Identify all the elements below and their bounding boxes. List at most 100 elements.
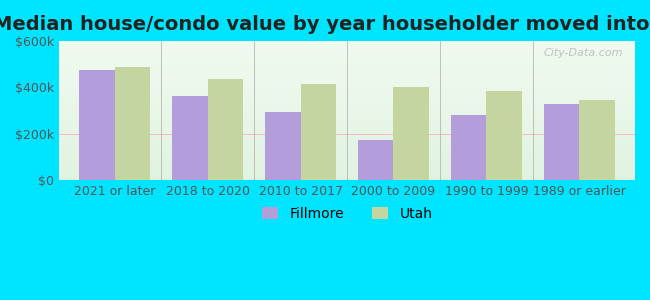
Bar <box>451 115 486 180</box>
Bar <box>59 80 635 81</box>
Bar <box>59 101 635 102</box>
Bar <box>59 59 635 61</box>
Bar <box>59 93 635 94</box>
Bar <box>59 65 635 66</box>
Bar <box>59 102 635 104</box>
Bar <box>265 112 300 180</box>
Bar <box>486 91 522 180</box>
Bar <box>59 146 635 147</box>
Bar <box>59 94 635 95</box>
Bar <box>59 158 635 159</box>
Bar <box>59 66 635 68</box>
Bar <box>59 95 635 97</box>
Bar <box>59 74 635 76</box>
Bar <box>59 134 635 136</box>
Bar <box>59 115 635 116</box>
Bar <box>59 90 635 91</box>
Bar <box>59 79 635 80</box>
Bar <box>59 169 635 170</box>
Bar <box>59 147 635 148</box>
Bar <box>59 170 635 172</box>
Bar <box>59 43 635 44</box>
Bar <box>59 165 635 166</box>
Bar <box>59 113 635 115</box>
Bar <box>393 88 429 180</box>
Bar <box>115 67 150 180</box>
Bar <box>59 127 635 129</box>
Bar <box>59 175 635 176</box>
Bar <box>59 131 635 133</box>
Bar <box>59 136 635 137</box>
Bar <box>59 130 635 131</box>
Bar <box>59 62 635 63</box>
Bar <box>59 98 635 100</box>
Bar <box>59 51 635 52</box>
Bar <box>59 133 635 134</box>
Bar <box>59 141 635 142</box>
Bar <box>172 96 207 180</box>
Bar <box>59 68 635 69</box>
Bar <box>59 119 635 120</box>
Bar <box>59 155 635 157</box>
Bar <box>59 83 635 84</box>
Bar <box>59 172 635 173</box>
Bar <box>59 109 635 111</box>
Bar <box>59 91 635 93</box>
Bar <box>59 162 635 164</box>
Bar <box>59 124 635 126</box>
Bar <box>59 116 635 118</box>
Bar <box>59 164 635 165</box>
Bar <box>59 58 635 59</box>
Bar <box>59 63 635 65</box>
Bar <box>358 140 393 180</box>
Bar <box>59 47 635 48</box>
Bar <box>59 106 635 108</box>
Bar <box>59 154 635 155</box>
Bar <box>59 142 635 144</box>
Bar <box>59 61 635 62</box>
Bar <box>59 105 635 106</box>
Bar <box>59 148 635 150</box>
Bar <box>59 55 635 56</box>
Bar <box>59 100 635 101</box>
Bar <box>59 168 635 169</box>
Bar <box>59 41 635 43</box>
Bar <box>59 137 635 138</box>
Bar <box>59 111 635 112</box>
Bar <box>59 151 635 152</box>
Bar <box>59 44 635 45</box>
Bar <box>59 70 635 72</box>
Bar <box>59 81 635 83</box>
Bar <box>59 52 635 54</box>
Bar <box>59 166 635 168</box>
Bar <box>544 104 579 180</box>
Bar <box>59 140 635 141</box>
Bar <box>79 70 115 180</box>
Text: City-Data.com: City-Data.com <box>544 48 623 58</box>
Bar <box>59 84 635 86</box>
Bar <box>59 138 635 140</box>
Bar <box>59 126 635 127</box>
Bar <box>59 120 635 122</box>
Bar <box>59 122 635 123</box>
Bar <box>59 76 635 77</box>
Bar <box>59 73 635 74</box>
Bar <box>59 123 635 124</box>
Bar <box>59 157 635 158</box>
Bar <box>59 45 635 47</box>
Bar <box>59 56 635 58</box>
Bar <box>59 112 635 113</box>
Bar <box>59 88 635 90</box>
Bar <box>59 54 635 55</box>
Bar <box>59 108 635 109</box>
Bar <box>59 161 635 162</box>
Bar <box>59 72 635 73</box>
Bar <box>579 100 614 180</box>
Bar <box>59 87 635 88</box>
Bar <box>59 50 635 51</box>
Bar <box>59 150 635 151</box>
Bar <box>59 179 635 180</box>
Bar <box>59 48 635 50</box>
Bar <box>59 152 635 154</box>
Bar <box>59 77 635 79</box>
